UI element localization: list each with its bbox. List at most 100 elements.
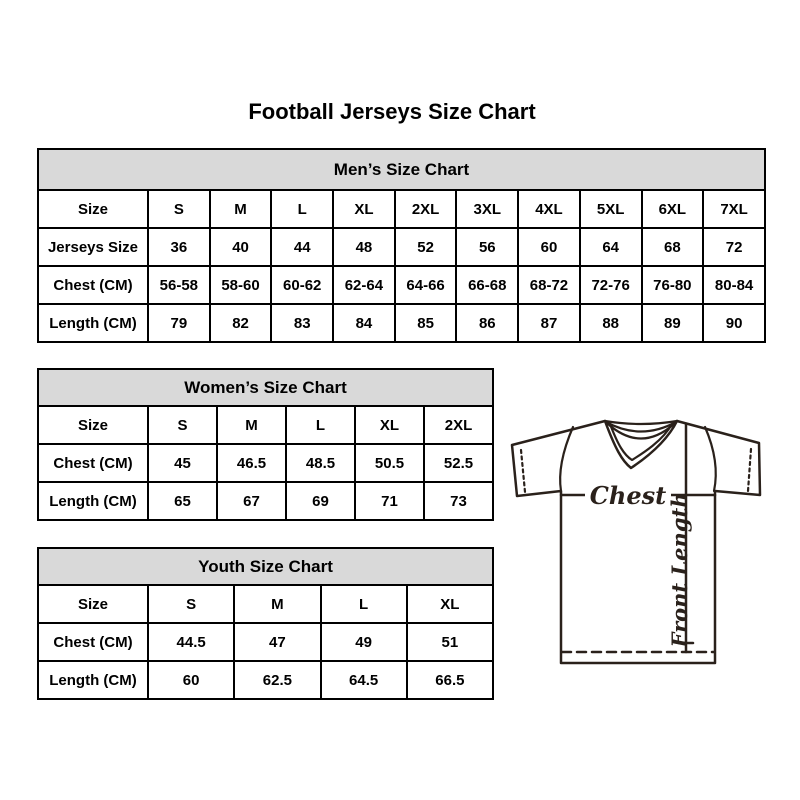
cell: XL (332, 189, 396, 229)
page-title: Football Jerseys Size Chart (248, 99, 536, 124)
cell: 46.5 (216, 443, 287, 483)
cell: M (233, 584, 322, 624)
cell: 60 (146, 660, 236, 700)
cell: 62.5 (233, 660, 322, 700)
front-length-label: Front Length (667, 493, 692, 649)
cell: 44 (270, 227, 335, 267)
cell: 66-68 (455, 265, 520, 305)
vneck-inner (608, 422, 674, 462)
cell: 49 (319, 622, 408, 662)
cell: 2XL (393, 189, 458, 229)
cuff-dash-left (519, 448, 527, 494)
cell: L (285, 405, 356, 445)
table-row: Size S M L XL (37, 584, 495, 624)
cell: 84 (332, 303, 396, 343)
cell: 72-76 (578, 265, 643, 305)
chest-label-backplate (585, 481, 671, 508)
youth-size-table: Youth Size Chart Size S M L XL Chest (CM) 44.5 4… (37, 547, 495, 700)
cell: 52.5 (423, 443, 494, 483)
table-title: Men’s Size Chart (37, 148, 766, 191)
cell: 71 (354, 481, 425, 521)
collar-top-line (603, 419, 679, 426)
cell: 4XL (517, 189, 581, 229)
row-label: Length (CM) (37, 481, 149, 521)
table-row: Size S M L XL 2XL 3XL 4XL 5XL 6XL 7XL (37, 189, 766, 229)
cell: 48 (332, 227, 396, 267)
cell: 47 (233, 622, 322, 662)
row-label: Size (37, 405, 149, 445)
cell: 2XL (423, 405, 494, 445)
row-label: Size (37, 584, 149, 624)
cell: 68 (640, 227, 705, 267)
armhole-seam-right (703, 425, 717, 493)
row-label: Length (CM) (37, 303, 149, 343)
mens-size-table: Men’s Size Chart Size S M L XL 2XL 3XL 4XL 5XL 6XL… (37, 148, 766, 343)
cell: 67 (216, 481, 287, 521)
cell: 68-72 (517, 265, 581, 305)
vneck-outer (603, 419, 679, 470)
table-title: Youth Size Chart (37, 547, 494, 586)
row-label: Size (37, 189, 149, 229)
cell: 48.5 (285, 443, 356, 483)
row-label: Chest (CM) (37, 443, 149, 483)
row-label: Chest (CM) (37, 265, 149, 305)
table-title: Women’s Size Chart (37, 368, 494, 407)
cell: 65 (147, 481, 218, 521)
cell: XL (354, 405, 425, 445)
cell: M (216, 405, 287, 445)
cell: 76-80 (640, 265, 705, 305)
cell: 80-84 (702, 265, 766, 305)
cell: 44.5 (146, 622, 236, 662)
cell: 83 (270, 303, 335, 343)
cell: 45 (147, 443, 218, 483)
chest-label: Chest (590, 481, 666, 510)
cell: S (146, 584, 236, 624)
cell: 5XL (578, 189, 643, 229)
cell: 72 (702, 227, 766, 267)
table-row: Chest (CM) 44.5 47 49 51 (37, 622, 495, 662)
cell: M (208, 189, 273, 229)
cell: 56 (455, 227, 520, 267)
cell: 60-62 (270, 265, 335, 305)
cell: L (319, 584, 408, 624)
cell: 7XL (702, 189, 766, 229)
cell: 64 (578, 227, 643, 267)
cell: 79 (147, 303, 211, 343)
cell: 87 (517, 303, 581, 343)
cell: 89 (640, 303, 705, 343)
cell: 90 (702, 303, 766, 343)
armhole-seam-left (559, 425, 575, 493)
cell: 3XL (455, 189, 520, 229)
cell: 86 (455, 303, 520, 343)
cell: 56-58 (147, 265, 211, 305)
table-row: Jerseys Size 36 40 44 48 52 56 60 64 68 72 (37, 227, 766, 267)
cell: 58-60 (208, 265, 273, 305)
cell: 66.5 (405, 660, 495, 700)
cell: 36 (147, 227, 211, 267)
cell: XL (405, 584, 495, 624)
cell: 51 (405, 622, 495, 662)
cell: 82 (208, 303, 273, 343)
cell: 69 (285, 481, 356, 521)
cell: 6XL (640, 189, 705, 229)
table-row: Chest (CM) 56-58 58-60 60-62 62-64 64-66 66-68… (37, 265, 766, 305)
cell: 50.5 (354, 443, 425, 483)
cell: 64.5 (319, 660, 408, 700)
table-row: Size S M L XL 2XL (37, 405, 494, 445)
womens-size-table: Women’s Size Chart Size S M L XL 2XL Chest (CM)… (37, 368, 494, 521)
table-row: Chest (CM) 45 46.5 48.5 50.5 52.5 (37, 443, 494, 483)
cell: 73 (423, 481, 494, 521)
row-label: Length (CM) (37, 660, 149, 700)
table-row: Length (CM) 79 82 83 84 85 86 87 88 89 90 (37, 303, 766, 343)
jersey-outline (510, 419, 762, 665)
cuff-dash-right (746, 447, 753, 493)
jersey-measurement-diagram: Chest Front Length (510, 419, 762, 665)
row-label: Jerseys Size (37, 227, 149, 267)
table-row: Length (CM) 60 62.5 64.5 66.5 (37, 660, 495, 700)
cell: S (147, 405, 218, 445)
cell: 64-66 (393, 265, 458, 305)
cell: S (147, 189, 211, 229)
cell: 88 (578, 303, 643, 343)
table-row: Length (CM) 65 67 69 71 73 (37, 481, 494, 521)
